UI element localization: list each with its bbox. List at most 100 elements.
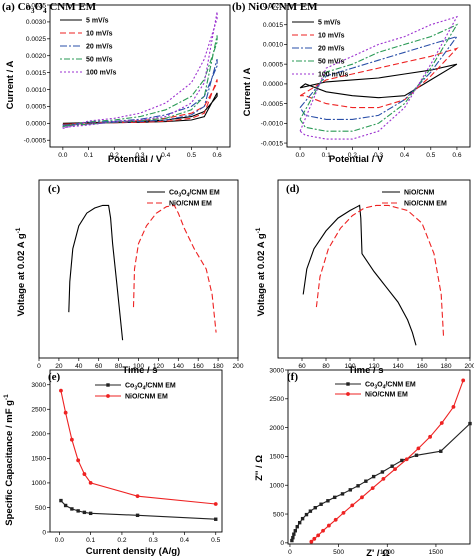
x-tick-label: 0 <box>37 363 41 370</box>
data-point <box>356 484 360 488</box>
x-tick-label: 180 <box>213 363 224 370</box>
data-point <box>381 476 386 481</box>
y-tick-label: 3000 <box>269 367 284 374</box>
y-tick-label: 0.0030 <box>26 19 47 26</box>
data-point <box>461 378 466 383</box>
x-tick-label: 200 <box>464 363 474 370</box>
x-tick-label: 0.0 <box>58 152 67 159</box>
legend-label: 5 mV/s <box>86 18 109 25</box>
legend-label: 20 mV/s <box>318 46 345 53</box>
data-point <box>70 507 74 511</box>
panel-e-xlabel: Current density (A/g) <box>86 546 180 557</box>
series-line-4 <box>299 15 459 140</box>
x-tick-label: 0.2 <box>117 537 126 544</box>
data-point <box>364 479 368 483</box>
y-tick-label: 0.0010 <box>263 42 284 49</box>
panel-c-ylabel: Voltage at 0.02 A g-1 <box>15 227 27 316</box>
panel-b-ylabel: Current / A <box>242 67 253 116</box>
x-tick-label: 0.3 <box>374 152 383 159</box>
x-tick-label: 1000 <box>380 549 395 556</box>
panel-b-xlabel: Potential / V <box>329 154 384 165</box>
legend-label: NiO/CNM EM <box>365 392 408 399</box>
panel-f-label: (f) <box>287 371 298 383</box>
data-point <box>291 535 295 540</box>
data-point <box>304 512 309 517</box>
legend-label: 5 mV/s <box>318 20 341 27</box>
data-point <box>400 458 404 463</box>
data-point <box>404 457 409 462</box>
data-point <box>76 458 81 463</box>
panel-a-label: (a) Co3O4 CNM EM <box>2 1 97 15</box>
x-tick-label: 60 <box>298 363 306 370</box>
x-tick-label: 0.1 <box>322 152 331 159</box>
y-tick-label: 2500 <box>31 407 46 414</box>
series-line-2 <box>299 35 459 120</box>
data-point <box>393 467 397 471</box>
data-point <box>350 503 355 508</box>
data-point <box>321 528 325 533</box>
x-tick-label: 0.2 <box>348 152 357 159</box>
data-point <box>390 464 394 468</box>
legend-label: 20 mV/s <box>86 44 113 51</box>
y-tick-label: -0.0005 <box>261 101 284 108</box>
x-tick-label: 0.2 <box>110 152 119 159</box>
y-tick-label: 500 <box>35 505 46 512</box>
y-tick-label: 2500 <box>269 396 284 403</box>
data-point <box>319 502 323 506</box>
y-tick-label: 0.0020 <box>26 53 47 60</box>
panel-d-chart: 60 80 100 120 140 160 180 200 NiO/CNM NiO/CNM EM <box>277 179 474 370</box>
legend-label: Co3O4/CNM EM <box>169 190 220 199</box>
data-point <box>135 494 140 499</box>
x-tick-label: 20 <box>55 363 63 370</box>
x-tick-label: 0.5 <box>187 152 196 159</box>
data-point <box>63 503 68 508</box>
series-line-1 <box>311 380 464 543</box>
legend-marker <box>346 382 350 386</box>
legend-label: Co3O4/CNM EM <box>365 382 416 391</box>
data-point <box>439 449 443 453</box>
x-tick-label: 140 <box>173 363 184 370</box>
data-point <box>292 532 296 536</box>
x-tick-label: 60 <box>95 363 103 370</box>
panel-a-ylabel: Current / A <box>5 60 16 109</box>
panel-e-ylabel: Specific Capacitance / mF g-1 <box>3 394 15 526</box>
legend-label: NiO/CNM EM <box>169 201 212 208</box>
panel-e-label: (e) <box>48 371 61 383</box>
data-point <box>293 529 297 533</box>
series-line-0 <box>302 204 417 346</box>
panel-d-ylabel: Voltage at 0.02 A g-1 <box>255 227 267 316</box>
x-tick-label: 0.0 <box>55 537 64 544</box>
data-point <box>88 481 93 485</box>
data-point <box>316 533 321 538</box>
x-tick-label: 180 <box>440 363 451 370</box>
data-point <box>290 538 294 543</box>
legend-label: NiO/CNM EM <box>404 201 447 208</box>
x-tick-label: 120 <box>368 363 379 370</box>
data-point <box>468 421 472 426</box>
x-tick-label: 0.3 <box>135 152 144 159</box>
y-tick-label: 0 <box>42 529 46 536</box>
data-point <box>295 525 299 529</box>
panel-d-xlabel: Time / s <box>348 365 383 376</box>
y-tick-label: 1000 <box>269 483 284 490</box>
data-point <box>69 437 74 442</box>
data-point <box>416 446 421 451</box>
data-point <box>333 495 337 500</box>
x-tick-label: 0.4 <box>400 152 409 159</box>
legend-marker <box>106 383 110 387</box>
panel-c-chart: 0 20 40 60 80 100 120 140 160 180 200 Co3O4/CNM EM N… <box>37 179 244 370</box>
x-tick-label: 160 <box>416 363 427 370</box>
y-tick-label: -0.0005 <box>24 138 47 145</box>
series-line-1 <box>60 390 216 505</box>
y-tick-label: 0.0000 <box>263 81 284 88</box>
x-tick-label: 0.5 <box>426 152 435 159</box>
y-tick-label: 0.0005 <box>263 61 284 68</box>
panel-f-frame <box>287 369 471 545</box>
x-tick-label: 140 <box>392 363 403 370</box>
y-tick-label: 1500 <box>31 456 46 463</box>
legend-label: 100 mV/s <box>318 72 348 79</box>
data-point <box>341 510 346 515</box>
x-tick-label: 0.1 <box>84 152 93 159</box>
legend-label: 10 mV/s <box>318 33 345 40</box>
y-tick-label: 0.0010 <box>26 87 47 94</box>
